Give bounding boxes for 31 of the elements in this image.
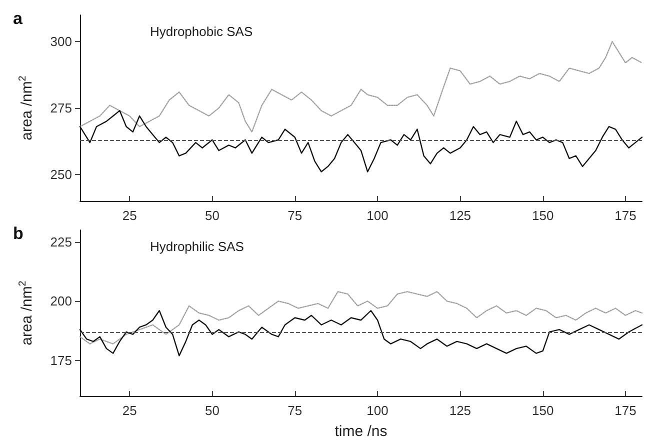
annotation: Hydrophobic SAS — [150, 24, 253, 39]
y-axis-title: area /nm2 — [18, 280, 36, 346]
y-tick-label: 200 — [50, 294, 72, 309]
y-tick-label: 300 — [50, 34, 72, 50]
x-tick-label: 25 — [122, 208, 137, 223]
line-series — [79, 291, 643, 344]
x-tick-label: 175 — [614, 403, 636, 418]
y-tick-label: 250 — [50, 166, 72, 182]
x-tick-label: 150 — [532, 208, 554, 223]
x-tick-label: 100 — [366, 403, 388, 418]
y-tick-label: 225 — [50, 234, 72, 250]
y-tick-label: 275 — [50, 100, 72, 116]
x-tick-label: 100 — [366, 208, 388, 223]
x-tick-label: 175 — [614, 208, 636, 223]
x-tick-label: 50 — [205, 208, 220, 223]
x-tick-label: 50 — [205, 403, 220, 418]
x-tick-label: 125 — [449, 208, 472, 223]
x-tick-label: 125 — [449, 403, 472, 418]
line-series — [79, 110, 643, 172]
chart-title: b — [13, 224, 24, 243]
annotation: Hydrophilic SAS — [150, 239, 244, 254]
x-axis-title: time /ns — [334, 423, 388, 440]
x-tick-label: 75 — [288, 208, 302, 223]
x-tick-label: 25 — [122, 403, 137, 418]
line-series — [79, 310, 643, 356]
y-tick-label: 175 — [50, 352, 72, 368]
x-tick-label: 150 — [532, 403, 554, 418]
line-series — [79, 40, 643, 133]
x-tick-label: 75 — [288, 403, 302, 418]
y-axis-title: area /nm2 — [18, 75, 36, 140]
chart-title: a — [13, 9, 23, 28]
